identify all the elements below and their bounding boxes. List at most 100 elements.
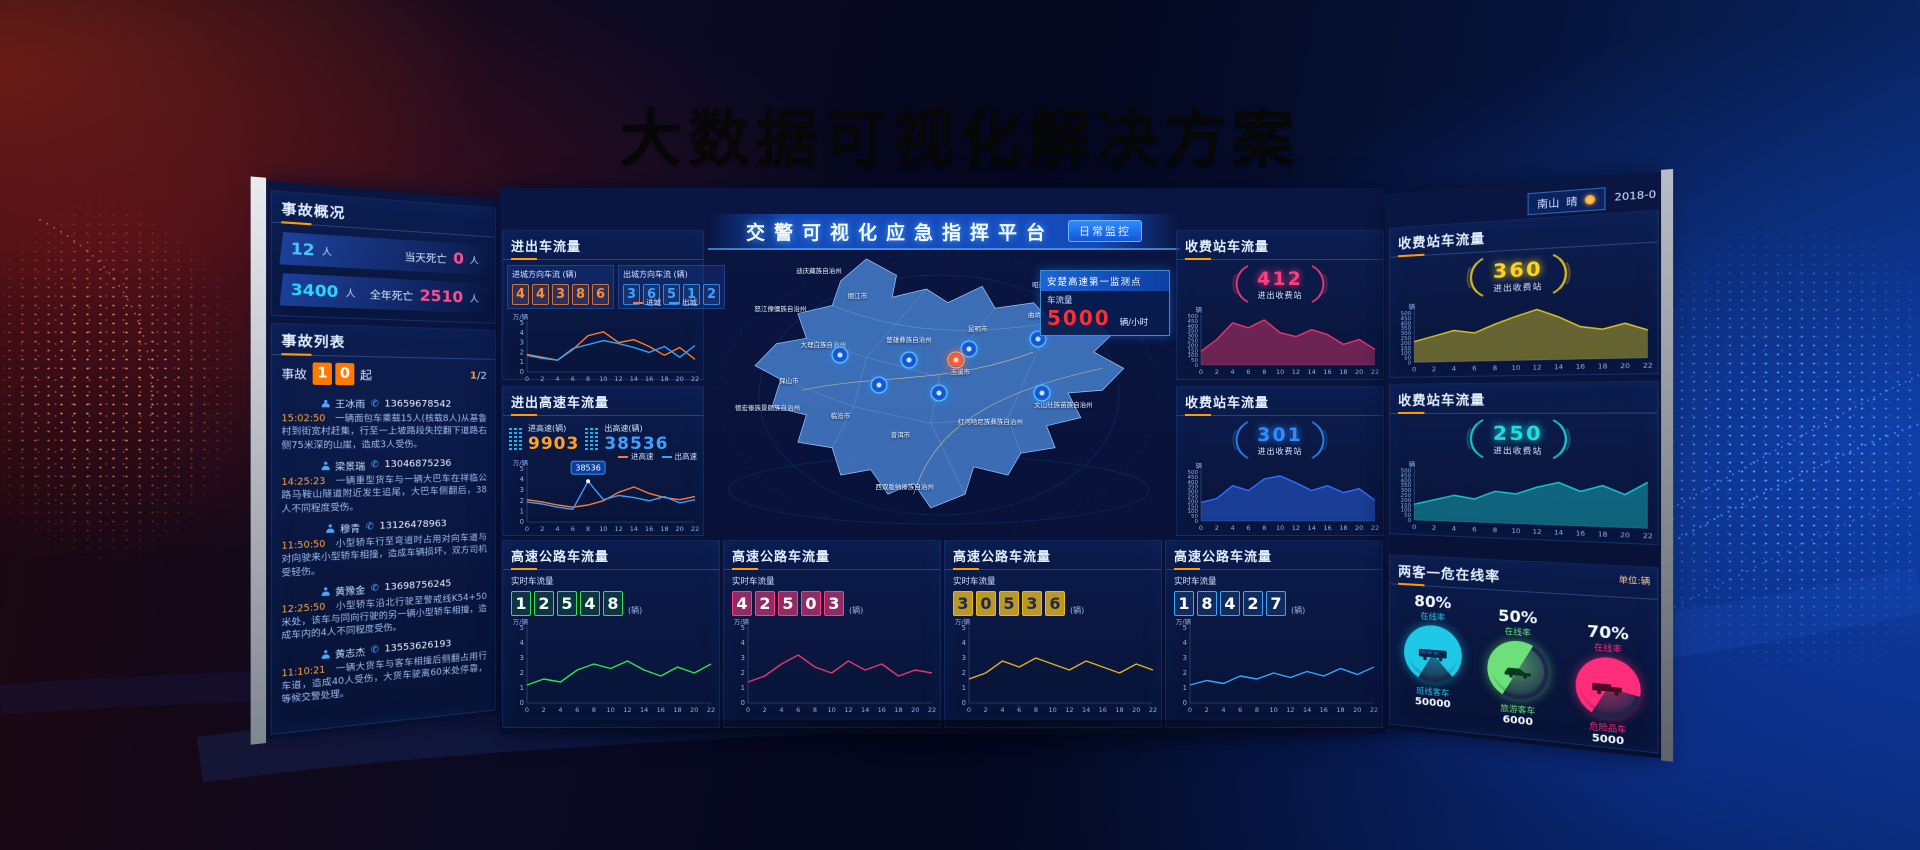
stat-unit: 人 [321,246,332,259]
svg-text:4: 4 [520,476,524,484]
svg-text:2: 2 [984,706,988,714]
highway-traffic-panel: 高速公路车流量 实时车流量 1 8 4 2 7 (辆) 0 1 2 3 4 5 万/辆 0 2 4 6 8 10 12 14… [1165,540,1383,728]
map-monitor-marker[interactable] [900,351,918,369]
stat-label: 全年死亡 [370,289,414,303]
accident-overview-rows: 12 人当天死亡 0 人 3400 人全年死亡 2510 人 [272,231,495,314]
svg-text:10: 10 [599,525,607,533]
toll-count-value: 412 [1257,267,1303,290]
svg-text:0: 0 [1183,699,1187,707]
svg-text:辆: 辆 [1196,461,1203,470]
highway-line-chart: 0 1 2 3 4 5 万/辆 0 2 4 6 8 10 12 14 16 18 20 22 [1166,616,1382,714]
svg-text:12: 12 [1292,524,1300,532]
svg-text:100: 100 [1188,509,1199,515]
svg-text:6: 6 [575,706,579,714]
online-rate-panel: 两客一危在线率 单位:辆 80% 在线率 班线客车 50000 50% 在线率 旅游客车 60… [1388,554,1659,754]
highway-traffic-panel: 高速公路车流量 实时车流量 3 0 5 3 6 (辆) 0 1 2 3 4 5 万/辆 0 2 4 6 8 10 12 14… [944,540,1162,728]
svg-text:4: 4 [741,639,745,647]
city-flow-title: 进出车流量 [503,231,703,260]
svg-text:400: 400 [1188,480,1199,486]
map-monitor-marker[interactable] [870,376,888,394]
svg-text:16: 16 [878,706,886,714]
stat-value: 12 [290,239,315,260]
svg-text:20: 20 [1355,524,1363,532]
accident-list-items: 王冰雨 ✆ 13659678542 15:02:50 一辆面包车乘载15人(核载8人)… [279,389,489,770]
map-alert-marker[interactable] [947,351,965,369]
svg-text:1: 1 [741,684,745,692]
svg-text:4: 4 [555,525,559,533]
svg-text:8: 8 [586,375,590,383]
digit-box: 0 [335,362,355,386]
svg-text:0: 0 [1199,524,1203,532]
bottom-highway-row: 高速公路车流量 实时车流量 1 2 5 4 8 (辆) 0 1 2 3 4 5 万/辆 0 2 4 6 8 10 12 14… [502,540,1383,728]
svg-text:250: 250 [1401,493,1412,500]
highway-in-label: 进高速(辆) [528,424,567,433]
svg-text:万/辆: 万/辆 [513,617,529,626]
sun-icon [1584,194,1595,205]
toll-badge: 250 进出收费站 [1390,414,1657,462]
map-monitor-marker[interactable] [960,340,978,358]
svg-text:150: 150 [1188,504,1199,510]
svg-text:14: 14 [1554,529,1563,537]
gauge-bars-icon [585,427,599,450]
accident-time: 15:02:50 [281,413,336,425]
highway-flow-panel: 进出高速车流量 进高速(辆) 9903 出高速(辆) 38536 进高速 出高速 … [502,386,704,536]
accident-phone: 13659678542 [384,398,452,410]
accident-name: 梁景瑞 [335,462,366,474]
svg-text:20: 20 [676,375,684,383]
svg-text:14: 14 [1082,706,1090,714]
daily-monitor-button[interactable]: 日常监控 [1068,220,1142,242]
highway-flow-stats: 进高速(辆) 9903 出高速(辆) 38536 [503,416,703,457]
accident-list-item[interactable]: 黄豫金 ✆ 13698756245 12:25:50 小型轿车沿北行驶至警戒线K54+… [281,576,487,644]
map-monitor-marker[interactable] [1033,384,1051,402]
svg-text:1: 1 [520,507,524,515]
svg-text:8: 8 [1493,365,1498,373]
svg-text:万/辆: 万/辆 [1176,617,1192,626]
svg-text:100: 100 [1188,353,1199,359]
svg-text:3: 3 [962,654,966,662]
accident-list-item[interactable]: 黄志杰 ✆ 13553626193 11:10:21 一辆大货车与客车相撞后侧翻占用行… [281,635,487,708]
svg-text:2: 2 [540,375,544,383]
svg-text:2: 2 [1183,669,1187,677]
digit-box: 6 [643,284,660,305]
svg-text:4: 4 [1452,365,1457,373]
svg-text:250: 250 [1188,495,1199,501]
accident-list-item[interactable]: 王冰雨 ✆ 13659678542 15:02:50 一辆面包车乘载15人(核载8人)… [281,396,487,452]
svg-text:250: 250 [1401,335,1412,342]
legend-entry: 进城 [633,297,661,308]
map-monitor-marker[interactable] [930,384,948,402]
svg-text:0: 0 [525,525,529,533]
svg-text:100: 100 [1401,350,1412,357]
legend-entry: 进高速 [618,451,654,462]
svg-text:6: 6 [1246,368,1250,376]
gauge-ring [1404,623,1462,686]
digit-box: 2 [1243,591,1263,616]
signal-arcs-icon [1311,265,1328,303]
bus-icon [1408,627,1458,681]
accident-time: 11:10:21 [281,663,336,680]
toll-badge: 412 进出收费站 [1177,260,1383,304]
map-monitor-marker[interactable] [831,346,849,364]
toll-chart: 0 50 100 150 200 250 300 350 400 450 500 辆 0 2 4 6 8 10 12… [1177,460,1383,532]
svg-text:20: 20 [1620,362,1630,370]
accident-list-item[interactable]: 穆青 ✆ 13126478963 11:50:50 小型轿车行至弯道时占用对向车道与对… [281,516,487,580]
svg-text:0: 0 [520,368,524,376]
accident-list-pager[interactable]: 1/2 [469,370,487,382]
digit-box: 3 [623,284,640,305]
gauge-percent-label: 在线率 [1504,626,1531,638]
map-region-label: 普洱市 [890,431,911,440]
svg-text:3: 3 [520,654,524,662]
accident-list-item[interactable]: 梁景瑞 ✆ 13046875236 14:25:23 一辆重型货车与一辆大巴车在祥临公… [281,457,487,516]
svg-text:2: 2 [1432,366,1436,374]
digit-box: 7 [1266,591,1286,616]
legend-swatch [618,455,628,458]
svg-text:0: 0 [1195,363,1199,369]
gauge-percent-label: 在线率 [1420,611,1446,623]
signal-arcs-icon [1550,418,1575,461]
accident-description: 15:02:50 一辆面包车乘载15人(核载8人)从基鲁村到街宽村赶集，行至一上… [281,413,487,452]
signal-arcs-icon [1232,421,1249,459]
svg-text:5: 5 [1183,624,1187,632]
highway-panel-title: 高速公路车流量 [1166,541,1382,570]
